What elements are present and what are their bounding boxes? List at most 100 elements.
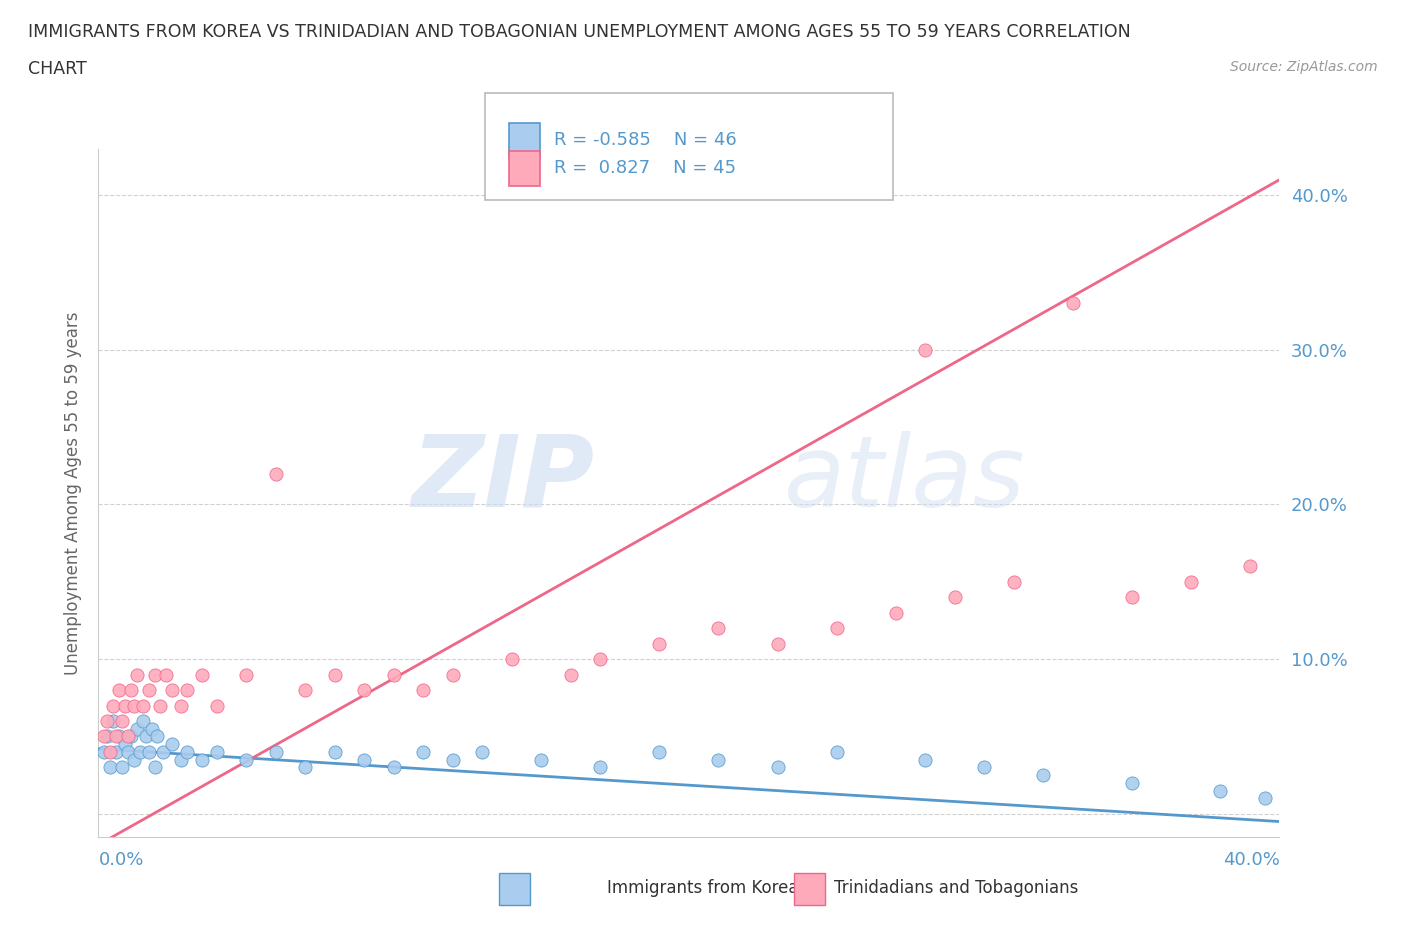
Text: CHART: CHART <box>28 60 87 78</box>
Point <box>146 729 169 744</box>
Point <box>1239 559 1261 574</box>
Point <box>589 760 612 775</box>
Point <box>191 667 214 682</box>
Point <box>162 683 183 698</box>
Point <box>125 667 148 682</box>
Point <box>441 667 464 682</box>
Point <box>205 698 228 713</box>
Point <box>294 760 316 775</box>
Y-axis label: Unemployment Among Ages 55 to 59 years: Unemployment Among Ages 55 to 59 years <box>63 312 82 674</box>
Point <box>589 652 612 667</box>
Point <box>108 729 131 744</box>
Point <box>96 713 118 728</box>
Point <box>1254 790 1277 805</box>
Point <box>176 683 198 698</box>
Text: Source: ZipAtlas.com: Source: ZipAtlas.com <box>1230 60 1378 74</box>
Point <box>323 667 346 682</box>
Text: 40.0%: 40.0% <box>1223 851 1279 870</box>
Point <box>98 745 121 760</box>
Point <box>98 760 121 775</box>
Text: R =  0.827    N = 45: R = 0.827 N = 45 <box>554 159 737 178</box>
Point <box>353 752 375 767</box>
Point <box>138 683 160 698</box>
Point <box>132 698 155 713</box>
Point <box>412 745 434 760</box>
Point <box>412 683 434 698</box>
Point <box>648 636 671 651</box>
Point <box>766 760 789 775</box>
Point <box>501 652 523 667</box>
Text: IMMIGRANTS FROM KOREA VS TRINIDADIAN AND TOBAGONIAN UNEMPLOYMENT AMONG AGES 55 T: IMMIGRANTS FROM KOREA VS TRINIDADIAN AND… <box>28 23 1130 41</box>
Point <box>235 667 257 682</box>
Point <box>117 729 139 744</box>
Text: Trinidadians and Tobagonians: Trinidadians and Tobagonians <box>834 879 1078 897</box>
Point <box>141 722 163 737</box>
Point <box>1121 590 1143 604</box>
Point <box>117 745 139 760</box>
Point <box>973 760 995 775</box>
Point <box>353 683 375 698</box>
Point <box>648 745 671 760</box>
Point <box>294 683 316 698</box>
Point <box>114 698 136 713</box>
Point <box>114 737 136 751</box>
Point <box>93 729 115 744</box>
Point <box>884 605 907 620</box>
Point <box>120 683 142 698</box>
Point <box>264 745 287 760</box>
Point <box>943 590 966 604</box>
Point <box>120 729 142 744</box>
Point <box>441 752 464 767</box>
Point <box>155 667 177 682</box>
Point <box>191 752 214 767</box>
Point <box>825 621 848 636</box>
Point <box>162 737 183 751</box>
Point <box>1062 296 1084 311</box>
Point <box>125 722 148 737</box>
Point <box>105 745 128 760</box>
Point <box>93 745 115 760</box>
Point <box>111 760 134 775</box>
Point <box>111 713 134 728</box>
Point <box>382 760 405 775</box>
Text: atlas: atlas <box>783 431 1025 527</box>
Point <box>323 745 346 760</box>
Text: R = -0.585    N = 46: R = -0.585 N = 46 <box>554 131 737 150</box>
Point <box>1180 575 1202 590</box>
Point <box>152 745 174 760</box>
Text: ZIP: ZIP <box>412 431 595 527</box>
Point <box>914 342 936 357</box>
Point <box>707 621 730 636</box>
Point <box>530 752 553 767</box>
Point <box>122 698 145 713</box>
Point <box>138 745 160 760</box>
Point <box>108 683 131 698</box>
Point <box>143 760 166 775</box>
Point <box>176 745 198 760</box>
Point <box>96 729 118 744</box>
Point <box>103 698 125 713</box>
Point <box>825 745 848 760</box>
Point <box>264 466 287 481</box>
Point <box>149 698 172 713</box>
Point <box>471 745 494 760</box>
Point <box>132 713 155 728</box>
Point <box>122 752 145 767</box>
Point <box>1209 783 1232 798</box>
Point <box>170 752 193 767</box>
Text: Immigrants from Korea: Immigrants from Korea <box>607 879 799 897</box>
Point <box>105 729 128 744</box>
Point <box>560 667 582 682</box>
Point <box>235 752 257 767</box>
Point <box>382 667 405 682</box>
Point <box>170 698 193 713</box>
Point <box>103 713 125 728</box>
Point <box>1002 575 1025 590</box>
Point <box>914 752 936 767</box>
Point <box>1032 767 1054 782</box>
Text: 0.0%: 0.0% <box>98 851 143 870</box>
Point <box>1121 776 1143 790</box>
Point <box>143 667 166 682</box>
Point <box>707 752 730 767</box>
Point <box>128 745 150 760</box>
